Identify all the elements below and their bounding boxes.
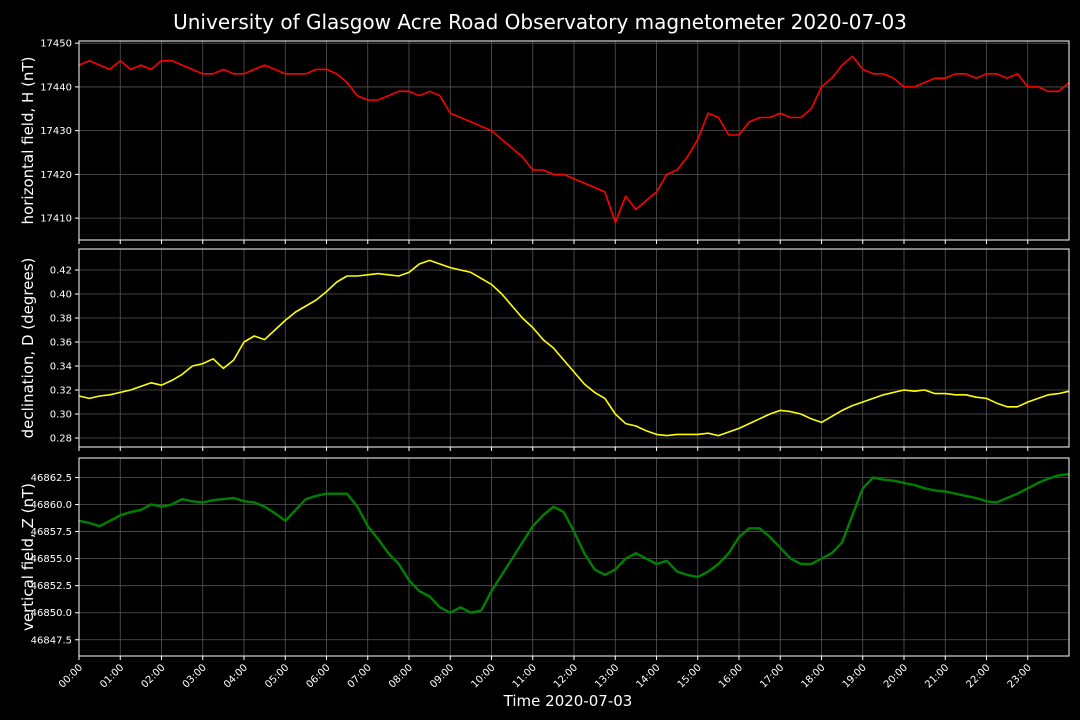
vertical-field-xtick-label: 03:00: [181, 662, 209, 690]
vertical-field-xtick-label: 21:00: [923, 662, 951, 690]
vertical-field-xtick-label: 08:00: [387, 662, 415, 690]
declination-ytick-label: 0.30: [50, 410, 72, 421]
horizontal-field-axes-frame: [78, 40, 1070, 241]
vertical-field-ytick-label: 46857.5: [31, 527, 72, 538]
vertical-field-ytick-label: 46860.0: [31, 500, 72, 511]
declination-ytick-label: 0.38: [50, 314, 72, 325]
figure-title: University of Glasgow Acre Road Observat…: [173, 10, 907, 34]
vertical-field-xlabel: Time 2020-07-03: [503, 692, 633, 710]
vertical-field-xtick-label: 20:00: [882, 662, 910, 690]
horizontal-field-ytick-label: 17430: [40, 126, 72, 137]
vertical-field-ytick-label: 46855.0: [31, 554, 72, 565]
horizontal-field-ylabel: horizontal field, H (nT): [19, 57, 37, 225]
horizontal-field-series-line: [78, 55, 1070, 224]
vertical-field-axes-frame: [78, 457, 1070, 657]
vertical-field-xtick-label: 10:00: [469, 662, 497, 690]
vertical-field-ytick-label: 46847.5: [31, 635, 72, 646]
horizontal-field-ytick-label: 17440: [40, 82, 72, 93]
vertical-field-xtick-label: 07:00: [346, 662, 374, 690]
vertical-field-xtick-label: 17:00: [758, 662, 786, 690]
vertical-field-xtick-label: 06:00: [304, 662, 332, 690]
declination-series-line: [78, 259, 1070, 437]
vertical-field-ylabel: vertical field, Z (nT): [19, 483, 37, 631]
vertical-field-xtick-label: 14:00: [634, 662, 662, 690]
vertical-field-xtick-label: 15:00: [676, 662, 704, 690]
vertical-field-xtick-label: 22:00: [964, 662, 992, 690]
declination-ytick-label: 0.32: [50, 386, 72, 397]
declination-axes-frame: [78, 248, 1070, 448]
vertical-field-xtick-label: 04:00: [222, 662, 250, 690]
declination-ytick-label: 0.40: [50, 290, 72, 301]
declination-ytick-label: 0.36: [50, 338, 72, 349]
vertical-field-xtick-label: 12:00: [552, 662, 580, 690]
horizontal-field-ytick-label: 17420: [40, 170, 72, 181]
vertical-field-xtick-label: 13:00: [593, 662, 621, 690]
horizontal-field-ytick-label: 17410: [40, 214, 72, 225]
declination-ylabel: declination, D (degrees): [19, 258, 37, 439]
declination-ytick-label: 0.28: [50, 434, 72, 445]
vertical-field-xtick-label: 09:00: [428, 662, 456, 690]
vertical-field-xtick-label: 18:00: [799, 662, 827, 690]
horizontal-field-ytick-label: 17450: [40, 39, 72, 50]
vertical-field-xtick-label: 05:00: [263, 662, 291, 690]
vertical-field-xtick-label: 00:00: [57, 662, 85, 690]
vertical-field-series-line: [78, 473, 1070, 614]
vertical-field-ytick-label: 46862.5: [31, 473, 72, 484]
vertical-field-ytick-label: 46852.5: [31, 581, 72, 592]
vertical-field-xtick-label: 19:00: [841, 662, 869, 690]
vertical-field-panel: 46847.5 46850.0 46852.5 46855.0 46857.5 46860…: [19, 457, 1070, 710]
vertical-field-xtick-label: 16:00: [717, 662, 745, 690]
vertical-field-ytick-label: 46850.0: [31, 608, 72, 619]
vertical-field-xtick-label: 11:00: [511, 662, 539, 690]
declination-ytick-label: 0.42: [50, 266, 72, 277]
vertical-field-xtick-label: 02:00: [139, 662, 167, 690]
declination-ytick-label: 0.34: [50, 362, 72, 373]
vertical-field-xtick-label: 01:00: [98, 662, 126, 690]
declination-panel: 0.28 0.30 0.32 0.34 0.36 0.38 0.40 0.42 declinat…: [19, 248, 1070, 451]
vertical-field-xtick-label: 23:00: [1006, 662, 1034, 690]
